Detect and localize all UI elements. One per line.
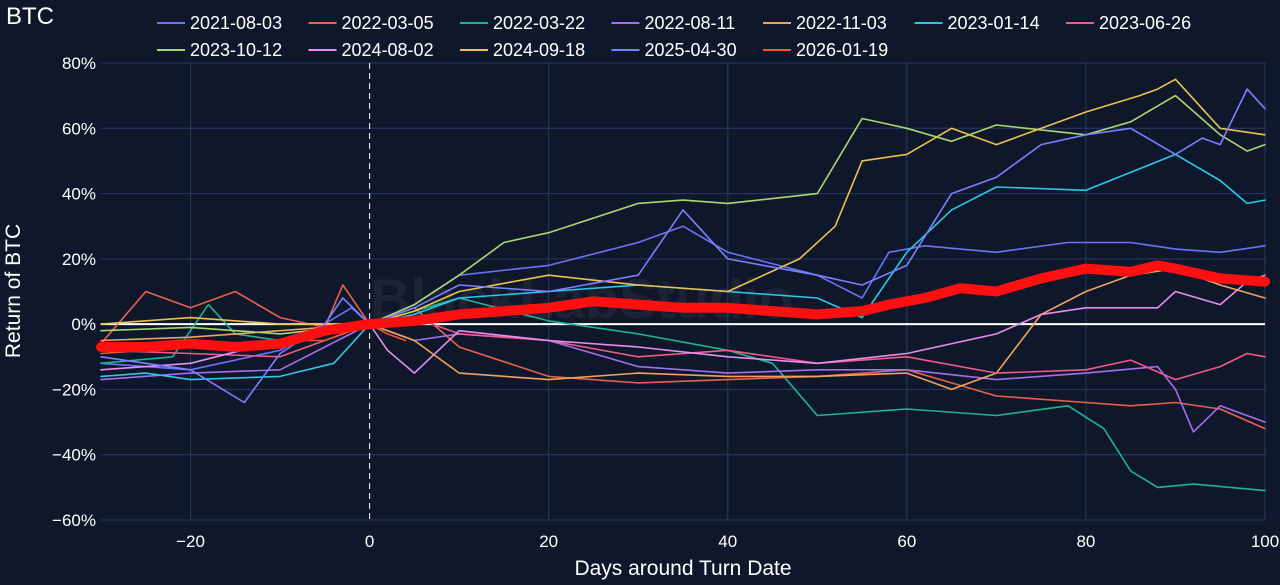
legend-item[interactable]: 2024-08-02 — [308, 40, 434, 60]
legend-item[interactable]: 2023-10-12 — [157, 40, 282, 60]
legend-label: 2024-08-02 — [342, 40, 434, 60]
legend-item[interactable]: 2022-03-22 — [460, 13, 585, 33]
legend-label: 2024-09-18 — [493, 40, 585, 60]
legend-label: 2026-01-19 — [796, 40, 888, 60]
y-tick-label: 80% — [62, 54, 96, 73]
y-tick-label: −40% — [52, 446, 96, 465]
legend-label: 2023-01-14 — [948, 13, 1040, 33]
legend-label: 2022-03-22 — [493, 13, 585, 33]
legend: 2021-08-03 2022-03-05 2022-03-22 2022-08-11… — [157, 13, 1191, 60]
series-line-2022-08-11 — [100, 323, 1266, 433]
y-axis-title: Return of BTC — [2, 224, 25, 358]
axis-ticks: −20 0 20 40 60 80 100 80% 60% 40% 20% 0% −20% −40% −60… — [52, 54, 1279, 551]
legend-item[interactable]: 2022-08-11 — [611, 13, 736, 33]
y-tick-label: 40% — [62, 185, 96, 204]
x-tick-label: 100 — [1251, 532, 1279, 551]
legend-label: 2023-10-12 — [190, 40, 282, 60]
y-tick-label: 0% — [71, 315, 96, 334]
series-line-2023-10-12 — [100, 94, 1266, 335]
legend-item[interactable]: 2026-01-19 — [763, 40, 888, 60]
legend-label: 2022-11-03 — [796, 13, 887, 33]
series-line-2022-03-05 — [100, 284, 1266, 430]
y-tick-label: 60% — [62, 119, 96, 138]
legend-item[interactable]: 2025-04-30 — [611, 40, 737, 60]
x-tick-label: 80 — [1076, 532, 1095, 551]
legend-item[interactable]: 2022-11-03 — [763, 13, 887, 33]
gridlines — [101, 62, 1266, 521]
legend-label: 2025-04-30 — [645, 40, 737, 60]
x-tick-label: −20 — [176, 532, 205, 551]
series-line-average — [96, 260, 1270, 352]
legend-item[interactable]: 2024-09-18 — [460, 40, 585, 60]
legend-label: 2023-06-26 — [1099, 13, 1191, 33]
y-tick-label: −20% — [52, 380, 96, 399]
chart-title: BTC — [6, 3, 54, 30]
legend-item[interactable]: 2023-01-14 — [914, 13, 1040, 33]
legend-item[interactable]: 2023-06-26 — [1066, 13, 1191, 33]
y-tick-label: −60% — [52, 511, 96, 530]
legend-label: 2022-08-11 — [645, 13, 736, 33]
x-tick-label: 20 — [539, 532, 558, 551]
legend-label: 2021-08-03 — [190, 13, 282, 33]
series-lines — [96, 78, 1270, 492]
x-tick-label: 60 — [897, 532, 916, 551]
legend-label: 2022-03-05 — [342, 13, 434, 33]
legend-item[interactable]: 2022-03-05 — [308, 13, 434, 33]
y-tick-label: 20% — [62, 250, 96, 269]
legend-item[interactable]: 2021-08-03 — [157, 13, 282, 33]
x-axis-title: Days around Turn Date — [574, 557, 791, 580]
x-tick-label: 0 — [365, 532, 374, 551]
x-tick-label: 40 — [718, 532, 737, 551]
